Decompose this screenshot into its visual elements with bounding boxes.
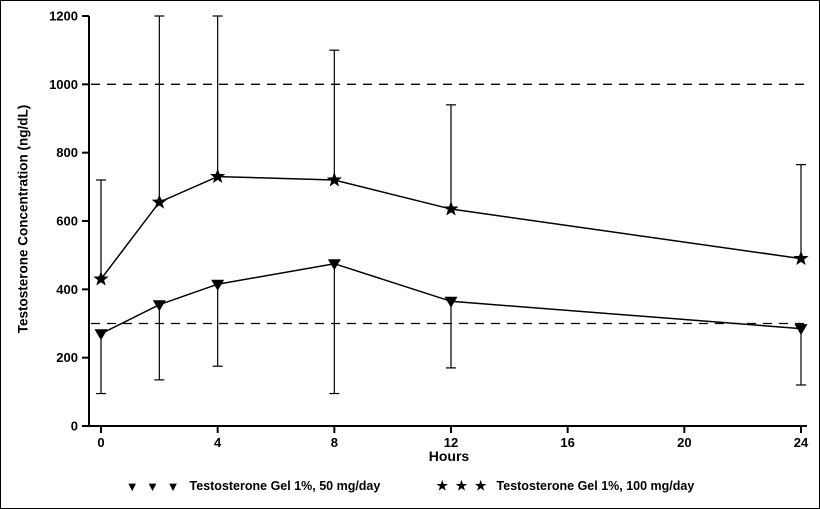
x-tick-label: 20 xyxy=(677,435,691,449)
x-tick-label: 16 xyxy=(560,435,574,449)
legend-item-50mg: ▼ ▼ ▼ Testosterone Gel 1%, 50 mg/day xyxy=(126,479,381,494)
y-tick-label: 400 xyxy=(56,282,78,297)
legend-label-50mg: Testosterone Gel 1%, 50 mg/day xyxy=(189,479,381,493)
x-axis-title: Hours xyxy=(428,448,470,464)
star-marker xyxy=(793,250,809,266)
triangle-down-icon: ▼ ▼ ▼ xyxy=(125,478,182,494)
star-marker xyxy=(443,201,459,216)
star-marker xyxy=(326,172,342,187)
y-tick-label: 1200 xyxy=(49,9,78,24)
triangle-down-marker xyxy=(211,279,225,291)
series-line xyxy=(100,175,802,280)
triangle-down-marker xyxy=(444,296,458,308)
legend: ▼ ▼ ▼ Testosterone Gel 1%, 50 mg/day ★ ★… xyxy=(1,478,819,494)
triangle-down-marker xyxy=(152,300,166,312)
y-tick-label: 600 xyxy=(56,214,78,229)
x-tick-label: 24 xyxy=(794,435,809,449)
triangle-down-marker xyxy=(94,329,108,341)
x-tick-label: 8 xyxy=(331,435,338,449)
y-tick-label: 1000 xyxy=(49,77,78,92)
star-marker xyxy=(151,194,167,209)
y-tick-label: 800 xyxy=(56,145,78,160)
star-icon: ★ ★ ★ xyxy=(436,478,489,493)
legend-label-100mg: Testosterone Gel 1%, 100 mg/day xyxy=(496,479,695,493)
x-tick-label: 4 xyxy=(214,435,222,449)
triangle-down-marker xyxy=(794,324,808,336)
x-tick-label: 0 xyxy=(97,435,104,449)
star-marker xyxy=(93,271,109,286)
plot-svg: 0 200 400 600 800 1000 1200 0 4 8 12 16 20 24 xyxy=(49,9,809,450)
legend-item-100mg: ★ ★ ★ Testosterone Gel 1%, 100 mg/day xyxy=(436,478,694,494)
x-tick-label: 12 xyxy=(444,435,458,449)
y-tick-label: 0 xyxy=(71,419,78,434)
triangle-down-marker xyxy=(327,259,341,271)
y-tick-label: 200 xyxy=(56,350,78,365)
y-axis-title: Testosterone Concentration (ng/dL) xyxy=(15,104,31,334)
star-marker xyxy=(210,168,226,184)
series-line xyxy=(100,262,802,335)
